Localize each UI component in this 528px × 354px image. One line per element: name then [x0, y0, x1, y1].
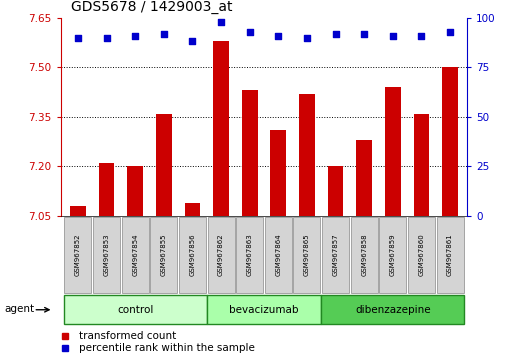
Text: GSM967863: GSM967863 — [247, 234, 253, 276]
Point — [446, 29, 454, 34]
Text: GSM967852: GSM967852 — [75, 234, 81, 276]
Text: GSM967860: GSM967860 — [419, 234, 425, 276]
Text: transformed count: transformed count — [79, 331, 176, 341]
Text: control: control — [117, 305, 153, 315]
Text: GSM967855: GSM967855 — [161, 234, 167, 276]
Point — [217, 19, 225, 24]
Bar — [442, 67, 458, 216]
Text: GDS5678 / 1429003_at: GDS5678 / 1429003_at — [71, 0, 233, 14]
Point — [159, 31, 168, 36]
FancyBboxPatch shape — [236, 217, 263, 293]
FancyBboxPatch shape — [322, 217, 349, 293]
Point — [360, 31, 369, 36]
Text: GSM967862: GSM967862 — [218, 234, 224, 276]
Bar — [70, 206, 86, 216]
Text: GSM967856: GSM967856 — [190, 234, 195, 276]
Bar — [270, 130, 286, 216]
Bar — [299, 94, 315, 216]
FancyBboxPatch shape — [380, 217, 407, 293]
Text: GSM967861: GSM967861 — [447, 234, 453, 276]
Bar — [99, 163, 115, 216]
FancyBboxPatch shape — [64, 217, 91, 293]
FancyBboxPatch shape — [408, 217, 435, 293]
Text: GSM967854: GSM967854 — [132, 234, 138, 276]
FancyBboxPatch shape — [121, 217, 148, 293]
Bar — [185, 203, 200, 216]
Bar — [385, 87, 401, 216]
FancyBboxPatch shape — [351, 217, 378, 293]
Bar — [242, 90, 258, 216]
Point — [102, 35, 111, 40]
Point — [389, 33, 397, 38]
Bar — [356, 140, 372, 216]
Text: GSM967864: GSM967864 — [275, 234, 281, 276]
Point — [74, 35, 82, 40]
Point — [188, 39, 196, 44]
Point — [131, 33, 139, 38]
Bar — [127, 166, 143, 216]
Text: GSM967859: GSM967859 — [390, 234, 396, 276]
Bar — [413, 114, 429, 216]
Point — [303, 35, 311, 40]
FancyBboxPatch shape — [63, 295, 207, 324]
FancyBboxPatch shape — [208, 217, 234, 293]
FancyBboxPatch shape — [437, 217, 464, 293]
FancyBboxPatch shape — [294, 217, 320, 293]
FancyBboxPatch shape — [321, 295, 465, 324]
Text: percentile rank within the sample: percentile rank within the sample — [79, 343, 255, 353]
Text: GSM967865: GSM967865 — [304, 234, 310, 276]
Point — [274, 33, 282, 38]
FancyBboxPatch shape — [150, 217, 177, 293]
Point — [332, 31, 340, 36]
Bar — [213, 41, 229, 216]
FancyBboxPatch shape — [265, 217, 292, 293]
Point — [417, 33, 426, 38]
Text: GSM967853: GSM967853 — [103, 234, 109, 276]
Text: bevacizumab: bevacizumab — [229, 305, 299, 315]
FancyBboxPatch shape — [207, 295, 321, 324]
Text: GSM967858: GSM967858 — [361, 234, 367, 276]
Text: dibenzazepine: dibenzazepine — [355, 305, 431, 315]
Point — [246, 29, 254, 34]
Bar — [156, 114, 172, 216]
FancyBboxPatch shape — [93, 217, 120, 293]
Text: GSM967857: GSM967857 — [333, 234, 338, 276]
FancyBboxPatch shape — [179, 217, 206, 293]
Text: agent: agent — [5, 304, 35, 314]
Bar — [328, 166, 343, 216]
